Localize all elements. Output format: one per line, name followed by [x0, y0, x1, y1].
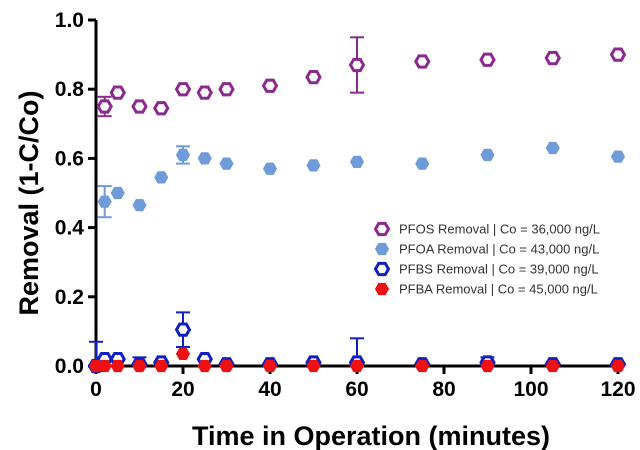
- data-point: [110, 186, 125, 200]
- y-tick-label: 0.0: [55, 355, 84, 378]
- data-point: [175, 347, 191, 361]
- data-point: [349, 155, 365, 168]
- y-axis-title: Removal (1-C/Co): [14, 90, 44, 315]
- x-tick-label: 20: [171, 378, 194, 401]
- data-point: [197, 359, 212, 373]
- data-point: [132, 359, 147, 373]
- data-point: [131, 99, 148, 114]
- data-point: [480, 359, 495, 373]
- legend-marker: [374, 282, 390, 296]
- data-point: [197, 152, 212, 165]
- x-tick-label: 120: [600, 378, 635, 401]
- data-point: [261, 78, 279, 93]
- data-point: [154, 359, 169, 373]
- data-point: [174, 322, 192, 337]
- data-point: [479, 52, 496, 67]
- data-point: [110, 359, 125, 373]
- data-point: [348, 57, 366, 73]
- data-point: [349, 359, 365, 373]
- legend-marker: [374, 242, 390, 256]
- series-0: [96, 36, 627, 118]
- data-point: [306, 159, 321, 172]
- data-point: [97, 195, 112, 208]
- x-ticks: 0 20 40 60 80 100 120: [90, 366, 636, 401]
- legend-marker: [373, 261, 391, 277]
- y-tick-label: 0.8: [55, 78, 85, 101]
- y-tick-label: 0.2: [55, 286, 84, 309]
- data-point: [544, 50, 561, 66]
- legend-label: PFOS Removal | Co = 36,000 ng/L: [399, 222, 600, 237]
- data-point: [610, 359, 626, 373]
- data-point: [305, 69, 322, 85]
- data-point: [545, 141, 560, 155]
- axes: 0 20 40 60 80 100 120 0.0 0.2 0.4 0.6 0.8 1.0: [55, 9, 636, 401]
- data-point: [415, 157, 430, 170]
- data-point: [175, 148, 191, 162]
- x-tick-label: 80: [432, 378, 455, 401]
- x-tick-label: 100: [513, 378, 548, 401]
- data-point: [218, 82, 235, 97]
- data-point: [610, 150, 626, 163]
- legend-label: PFOA Removal | Co = 43,000 ng/L: [399, 242, 599, 257]
- y-tick-label: 0.6: [55, 147, 84, 170]
- x-tick-label: 0: [90, 378, 102, 401]
- data-point: [132, 198, 147, 212]
- data-point: [97, 359, 112, 373]
- data-point: [262, 162, 278, 175]
- data-point: [96, 99, 113, 114]
- data-point: [609, 47, 627, 62]
- series-3: [88, 347, 626, 373]
- x-axis-title: Time in Operation (minutes): [192, 421, 550, 450]
- data-point: [480, 148, 495, 162]
- data-point: [153, 101, 170, 116]
- legend-marker: [373, 221, 391, 237]
- data-point: [415, 359, 430, 373]
- data-point: [262, 359, 278, 373]
- x-tick-label: 60: [345, 378, 368, 401]
- series-1: [97, 141, 626, 219]
- data-point: [219, 157, 234, 170]
- y-ticks: 0.0 0.2 0.4 0.6 0.8 1.0: [55, 9, 96, 378]
- data-point: [545, 359, 560, 373]
- y-tick-label: 1.0: [55, 9, 84, 32]
- data-point: [219, 359, 234, 373]
- y-tick-label: 0.4: [55, 217, 85, 240]
- series-layer: [87, 36, 627, 374]
- data-point: [109, 85, 126, 100]
- data-point: [174, 82, 192, 97]
- legend-label: PFBS Removal | Co = 39,000 ng/L: [399, 262, 599, 277]
- legend: PFOS Removal | Co = 36,000 ng/L PFOA Remo…: [373, 221, 600, 297]
- x-tick-label: 40: [258, 378, 281, 401]
- data-point: [414, 54, 431, 69]
- data-point: [196, 85, 213, 100]
- data-point: [306, 359, 321, 373]
- data-point: [154, 171, 169, 184]
- legend-label: PFBA Removal | Co = 45,000 ng/L: [399, 282, 598, 297]
